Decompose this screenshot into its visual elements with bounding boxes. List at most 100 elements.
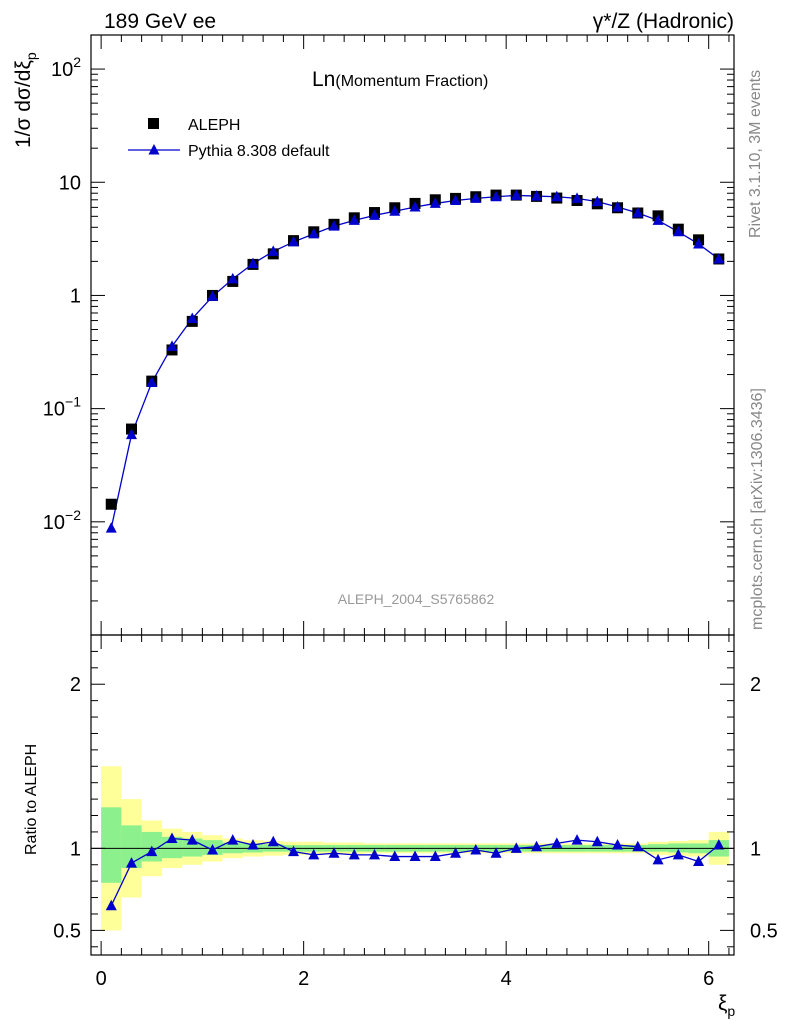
mc-point xyxy=(490,190,502,202)
mc-point xyxy=(612,200,624,212)
ratio-point xyxy=(288,845,300,857)
mc-point xyxy=(247,257,259,269)
mc-point xyxy=(429,197,441,208)
ratio-point xyxy=(672,848,684,860)
ratio-point xyxy=(227,834,239,845)
mc-point xyxy=(531,190,543,201)
uncertainty-band-inner xyxy=(101,807,122,883)
main-y-tick-label: 10 xyxy=(59,172,81,194)
ratio-point xyxy=(632,840,644,852)
ratio-point xyxy=(571,834,583,845)
legend: ALEPH Pythia 8.308 default xyxy=(128,117,330,160)
legend-mc-label: Pythia 8.308 default xyxy=(188,143,330,160)
ratio-point xyxy=(146,845,158,857)
tick-exponent: 2 xyxy=(73,54,81,70)
ratio-y-tick-label: 1 xyxy=(70,838,81,860)
legend-data-marker xyxy=(148,118,159,129)
ratio-point xyxy=(510,842,522,853)
mcplots-label: mcplots.cern.ch [arXiv:1306.3436] xyxy=(749,388,766,630)
ratio-frame xyxy=(90,634,735,956)
ratio-y-tick-label-right: 1 xyxy=(750,838,761,860)
x-tick-label: 4 xyxy=(501,968,512,990)
ratio-point xyxy=(612,839,624,850)
tick-exponent: −2 xyxy=(65,507,81,523)
xlabel: ξp xyxy=(718,992,735,1019)
x-tick-label: 0 xyxy=(96,968,107,990)
mc-point xyxy=(389,205,401,216)
tick-base: 10 xyxy=(43,512,65,534)
analysis-watermark: ALEPH_2004_S5765862 xyxy=(338,591,495,607)
legend-mc-marker xyxy=(148,144,160,155)
mc-point xyxy=(510,189,522,200)
ratio-point xyxy=(369,848,381,860)
mc-point xyxy=(409,200,421,212)
x-tick-label: 2 xyxy=(298,968,309,990)
mc-point xyxy=(652,214,664,225)
mc-point xyxy=(267,245,279,256)
ratio-y-tick-label: 0.5 xyxy=(53,920,81,942)
mc-point xyxy=(126,428,138,440)
energy-label: 189 GeV ee xyxy=(104,10,216,33)
ratio-point xyxy=(470,843,482,855)
mc-point xyxy=(227,272,239,284)
ratio-point xyxy=(348,848,360,860)
mc-point xyxy=(450,194,462,205)
ratio-point xyxy=(531,840,543,852)
mc-point xyxy=(672,225,684,237)
mc-point xyxy=(105,522,117,533)
main-ylabel: 1/σ dσ/dξp xyxy=(12,52,39,148)
tick-base: 10 xyxy=(43,399,65,421)
ratio-point xyxy=(693,855,705,866)
ratio-ylabel: Ratio to ALEPH xyxy=(23,744,40,855)
mc-point xyxy=(713,252,725,264)
plot-title: Ln(Momentum Fraction) xyxy=(312,68,488,91)
main-y-tick-label: 10−2 xyxy=(43,507,81,534)
process-label: γ*/Z (Hadronic) xyxy=(593,10,734,33)
mc-point xyxy=(571,192,583,203)
legend-data-label: ALEPH xyxy=(188,117,240,134)
ratio-point xyxy=(591,835,603,847)
ratio-point xyxy=(429,850,441,862)
mc-point xyxy=(693,237,705,249)
x-tick-label: 6 xyxy=(703,968,714,990)
ratio-point xyxy=(450,847,462,858)
uncertainty-band-inner xyxy=(121,825,142,869)
ratio-point xyxy=(490,847,502,858)
mc-point xyxy=(186,312,198,324)
mc-point xyxy=(288,235,300,247)
tick-base: 10 xyxy=(51,59,73,81)
ratio-point xyxy=(207,843,219,855)
ratio-plot: 0.5 0.5 1 1 2 2 0 2 4 6 xyxy=(53,634,778,990)
mc-point xyxy=(308,227,320,239)
ratio-point xyxy=(166,832,178,843)
mc-line xyxy=(110,194,720,529)
main-y-tick-label: 102 xyxy=(51,54,81,81)
mc-point xyxy=(369,209,381,220)
ratio-point xyxy=(713,839,725,850)
mc-point xyxy=(470,192,482,203)
ratio-point xyxy=(267,835,279,847)
mc-point xyxy=(207,290,219,301)
mc-point xyxy=(591,195,603,207)
mc-point xyxy=(166,340,178,351)
ratio-y-tick-label: 2 xyxy=(70,674,81,696)
mc-point xyxy=(632,207,644,218)
ratio-point xyxy=(328,847,340,858)
ratio-point xyxy=(652,853,664,865)
main-y-tick-label: 10−1 xyxy=(43,394,81,421)
ratio-point xyxy=(126,857,138,868)
ratio-y-tick-label-right: 2 xyxy=(750,674,761,696)
ratio-point xyxy=(247,839,259,850)
ratio-y-tick-label-right: 0.5 xyxy=(750,920,778,942)
mc-point xyxy=(551,190,563,202)
rivet-label: Rivet 3.1.10, 3M events xyxy=(747,70,764,238)
ratio-point xyxy=(308,848,320,860)
main-y-tick-label: 1 xyxy=(70,285,81,307)
data-point xyxy=(105,498,117,510)
ratio-point xyxy=(409,850,421,862)
mc-point xyxy=(146,376,158,388)
ratio-point xyxy=(105,899,117,911)
ratio-point xyxy=(186,834,198,845)
